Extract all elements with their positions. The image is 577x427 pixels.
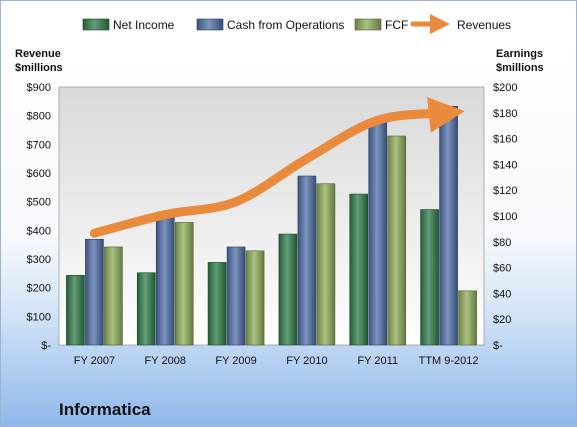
left-axis-title-line1: Revenue [15, 48, 61, 60]
right-tick-label: $- [493, 340, 503, 352]
x-category-label: FY 2008 [145, 355, 186, 367]
right-tick-label: $120 [493, 185, 517, 197]
net-income-bar [136, 272, 156, 346]
fcf-bar [316, 183, 336, 346]
left-axis-title-line2: $millions [15, 62, 63, 74]
left-tick-label: $400 [27, 225, 51, 237]
right-tick-label: $60 [493, 263, 511, 275]
left-axis-ticks: $- $100 $200 $300 $400 $500 $600 $700 $800 $900 [27, 82, 52, 352]
revenues-legend-label: Revenues [457, 18, 511, 32]
net-income-bar [66, 275, 85, 346]
fcf-bar [458, 290, 477, 346]
fcf-bar [245, 250, 265, 346]
fcf-legend-swatch [354, 18, 382, 31]
cash-from-operations-bar [155, 214, 175, 346]
fcf-bar [174, 222, 194, 346]
right-tick-label: $160 [493, 134, 517, 146]
revenues-line [89, 96, 465, 238]
right-axis-title-line2: $millions [496, 62, 544, 74]
left-tick-label: $900 [27, 82, 51, 94]
revenue-line-group [89, 96, 465, 238]
fcf-bar [104, 246, 123, 346]
right-axis-ticks: $- $20 $40 $60 $80 $100 $120 $140 $160 $180 $200 [493, 82, 517, 352]
legend: Net Income Cash from Operations FCF Revenue… [82, 14, 511, 34]
right-tick-label: $100 [493, 211, 517, 223]
net-income-bar [278, 233, 298, 346]
x-axis-labels: FY 2007 FY 2008 FY 2009 FY 2010 FY 2011 TTM 9… [74, 355, 479, 367]
net-income-legend-label: Net Income [113, 18, 175, 32]
left-tick-label: $300 [27, 254, 51, 266]
right-tick-label: $80 [493, 237, 511, 249]
left-tick-label: $600 [27, 168, 51, 180]
cash-from-operations-bar [439, 106, 458, 346]
left-tick-label: $- [41, 340, 51, 352]
x-category-label: TTM 9-2012 [419, 355, 479, 367]
fcf-legend-label: FCF [385, 18, 408, 32]
net-income-legend-swatch [82, 18, 110, 31]
net-income-bar [349, 193, 369, 346]
cash-from-operations-legend-label: Cash from Operations [227, 18, 344, 32]
left-tick-label: $200 [27, 283, 51, 295]
right-tick-label: $180 [493, 108, 517, 120]
right-axis-title-line1: Earnings [496, 48, 543, 60]
x-category-label: FY 2011 [357, 355, 398, 367]
bars-group [66, 106, 477, 346]
right-tick-label: $40 [493, 288, 511, 300]
right-tick-label: $200 [493, 82, 517, 94]
x-category-label: FY 2009 [215, 355, 256, 367]
cash-from-operations-bar [226, 246, 246, 346]
net-income-bar [420, 209, 439, 346]
x-category-label: FY 2010 [286, 355, 327, 367]
cash-from-operations-bar [368, 120, 388, 346]
cash-from-operations-bar [297, 175, 317, 346]
plot-area [58, 86, 485, 346]
x-category-label: FY 2007 [74, 355, 115, 367]
company-name: Informatica [59, 400, 151, 419]
left-tick-label: $700 [27, 139, 51, 151]
left-tick-label: $800 [27, 111, 51, 123]
fcf-bar [387, 135, 407, 346]
net-income-bar [207, 262, 227, 346]
left-tick-label: $500 [27, 197, 51, 209]
cash-from-operations-bar [85, 238, 104, 346]
right-tick-label: $20 [493, 314, 511, 326]
right-tick-label: $140 [493, 159, 517, 171]
cash-from-operations-legend-swatch [196, 18, 224, 31]
left-tick-label: $100 [27, 311, 51, 323]
